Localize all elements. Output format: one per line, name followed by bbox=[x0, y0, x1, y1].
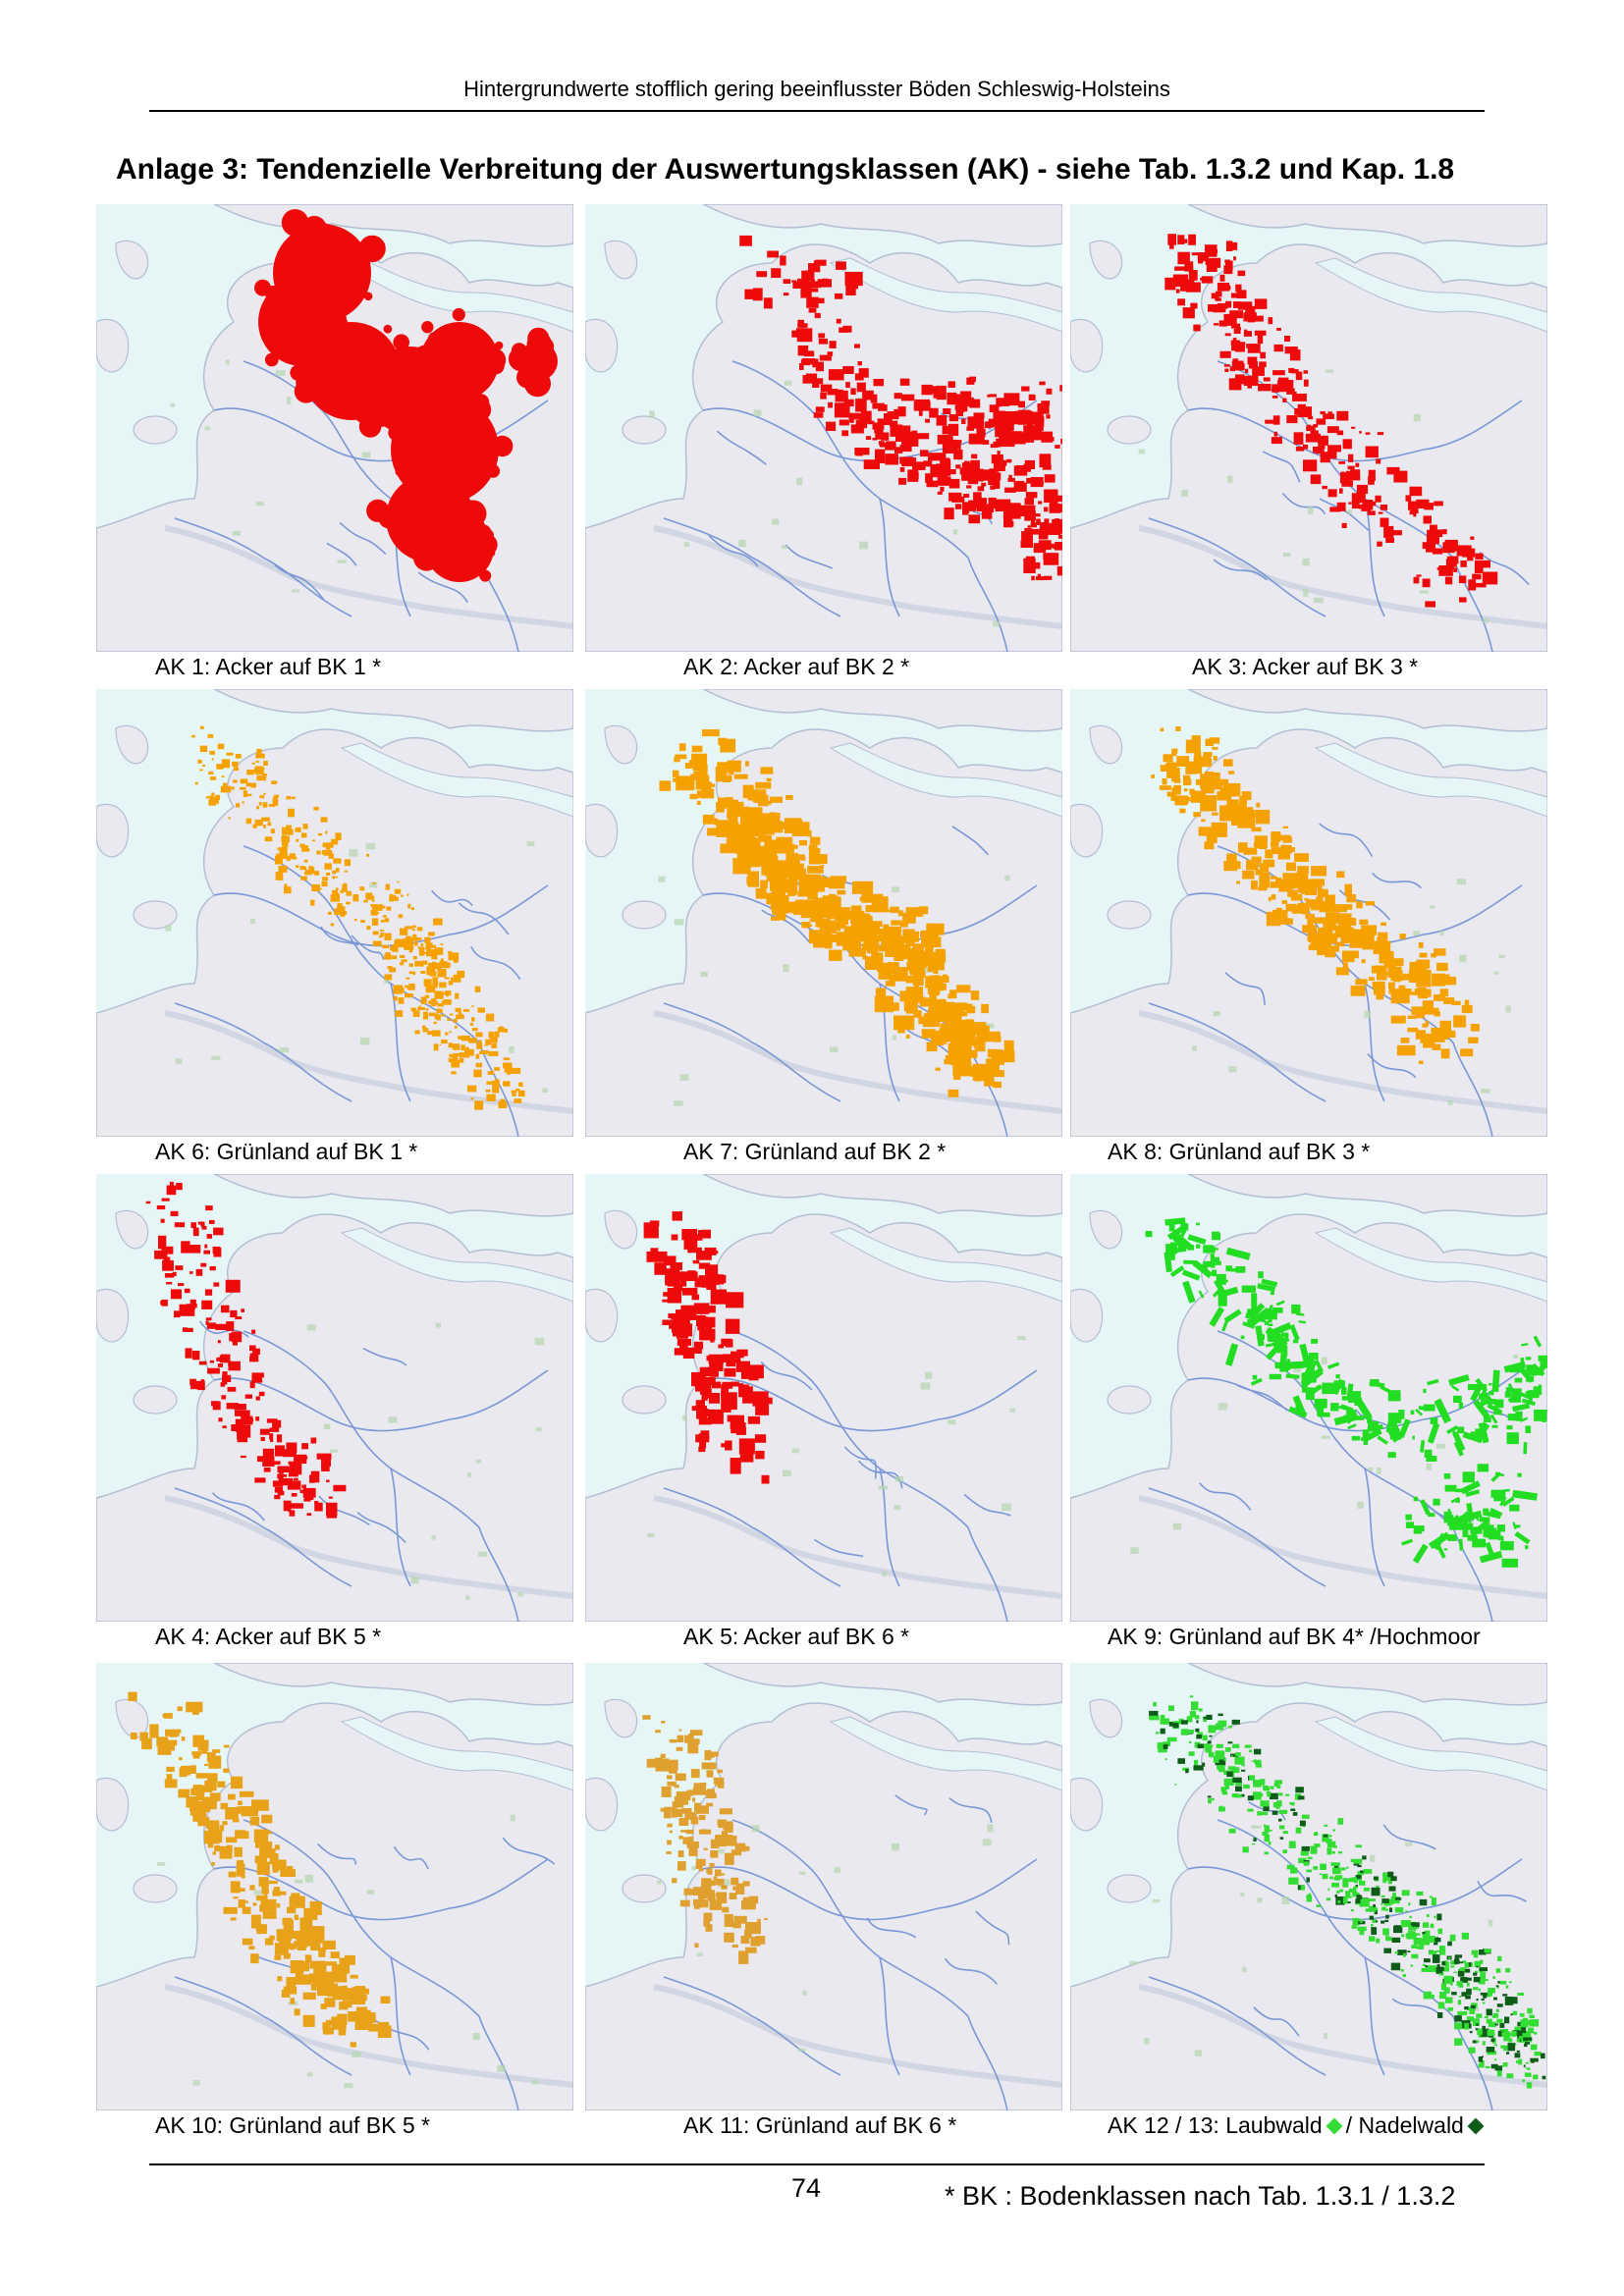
class-distribution-ak5 bbox=[643, 1211, 773, 1484]
map-ak10 bbox=[96, 1663, 573, 2110]
basemap-rivers bbox=[174, 1320, 549, 1622]
map-svg-ak6 bbox=[96, 689, 573, 1137]
class-distribution-ak6 bbox=[191, 725, 525, 1110]
map-ak12 bbox=[1070, 1663, 1547, 2110]
map-ak2 bbox=[585, 204, 1062, 652]
map-ak8 bbox=[1070, 689, 1547, 1137]
basemap-rivers bbox=[663, 1794, 1038, 2110]
map-caption-ak3: AK 3: Acker auf BK 3 * bbox=[1192, 654, 1419, 679]
map-svg-ak9 bbox=[1070, 1174, 1547, 1622]
map-caption-ak11: AK 11: Grünland auf BK 6 * bbox=[683, 2112, 957, 2138]
basemap-rivers bbox=[663, 360, 1038, 652]
basemap-land bbox=[96, 689, 573, 1137]
map-svg-ak2 bbox=[585, 204, 1062, 652]
map-caption-ak10: AK 10: Grünland auf BK 5 * bbox=[155, 2112, 431, 2138]
class-distribution-ak3 bbox=[1164, 234, 1498, 608]
map-svg-ak10 bbox=[96, 1663, 573, 2110]
basemap-patches bbox=[1192, 879, 1511, 1105]
map-svg-ak7 bbox=[585, 689, 1062, 1137]
basemap-patches bbox=[1129, 1825, 1493, 2056]
map-caption-ak9: AK 9: Grünland auf BK 4* /Hochmoor bbox=[1108, 1624, 1481, 1649]
footer-rule bbox=[149, 2163, 1485, 2165]
class-distribution-ak10 bbox=[128, 1691, 392, 2048]
map-svg-ak8 bbox=[1070, 689, 1547, 1137]
basemap-land bbox=[585, 1663, 1062, 2110]
map-ak5 bbox=[585, 1174, 1062, 1622]
page-number: 74 bbox=[791, 2173, 822, 2203]
header-rule bbox=[149, 110, 1485, 112]
map-ak11 bbox=[585, 1663, 1062, 2110]
map-ak1 bbox=[96, 204, 573, 652]
page-title: Anlage 3: Tendenzielle Verbreitung der A… bbox=[116, 153, 1455, 186]
basemap-rivers bbox=[174, 1819, 556, 2110]
basemap-land bbox=[1070, 1174, 1547, 1622]
map-svg-ak4 bbox=[96, 1174, 573, 1622]
map-caption-ak6: AK 6: Grünland auf BK 1 * bbox=[155, 1139, 418, 1164]
basemap-patches bbox=[306, 1322, 545, 1600]
map-caption-ak1: AK 1: Acker auf BK 1 * bbox=[155, 654, 382, 679]
running-header: Hintergrundwerte stofflich gering beeinf… bbox=[463, 77, 1170, 101]
basemap-rivers bbox=[663, 1330, 1038, 1622]
basemap-patches bbox=[1138, 369, 1489, 623]
basemap-land bbox=[96, 1174, 573, 1622]
class-distribution-ak1 bbox=[254, 209, 558, 582]
class-distribution-ak11 bbox=[642, 1715, 768, 1964]
footnote: * BK : Bodenklassen nach Tab. 1.3.1 / 1.… bbox=[945, 2181, 1456, 2211]
caption-text-nadelwald: / Nadelwald bbox=[1345, 2112, 1464, 2138]
map-ak3 bbox=[1070, 204, 1547, 652]
basemap-patches bbox=[647, 1336, 1026, 1576]
class-distribution-ak9 bbox=[1145, 1217, 1547, 1568]
class-distribution-ak8 bbox=[1151, 726, 1480, 1064]
map-ak9 bbox=[1070, 1174, 1547, 1622]
map-ak4 bbox=[96, 1174, 573, 1622]
map-svg-ak3 bbox=[1070, 204, 1547, 652]
map-caption-ak2: AK 2: Acker auf BK 2 * bbox=[683, 654, 910, 679]
map-caption-ak12-13: AK 12 / 13: Laubwald / Nadelwald bbox=[1108, 2112, 1488, 2139]
class-distribution-ak12 bbox=[1149, 1695, 1546, 2089]
map-svg-ak5 bbox=[585, 1174, 1062, 1622]
map-caption-ak4: AK 4: Acker auf BK 5 * bbox=[155, 1624, 382, 1649]
map-svg-ak1 bbox=[96, 204, 573, 652]
map-svg-ak12 bbox=[1070, 1663, 1547, 2110]
class-distribution-ak7 bbox=[659, 729, 1015, 1097]
basemap-land bbox=[1070, 1663, 1547, 2110]
map-svg-ak11 bbox=[585, 1663, 1062, 2110]
class-distribution-ak2 bbox=[739, 235, 1062, 581]
class-distribution-ak4 bbox=[145, 1181, 347, 1519]
map-ak6 bbox=[96, 689, 573, 1137]
basemap-land bbox=[585, 204, 1062, 652]
map-caption-ak5: AK 5: Acker auf BK 6 * bbox=[683, 1624, 910, 1649]
dark-green-diamond-icon bbox=[1467, 2117, 1485, 2135]
map-caption-ak7: AK 7: Grünland auf BK 2 * bbox=[683, 1139, 947, 1164]
caption-text-laubwald: AK 12 / 13: Laubwald bbox=[1108, 2112, 1323, 2138]
map-ak7 bbox=[585, 689, 1062, 1137]
map-caption-ak8: AK 8: Grünland auf BK 3 * bbox=[1108, 1139, 1371, 1164]
light-green-diamond-icon bbox=[1326, 2117, 1343, 2135]
